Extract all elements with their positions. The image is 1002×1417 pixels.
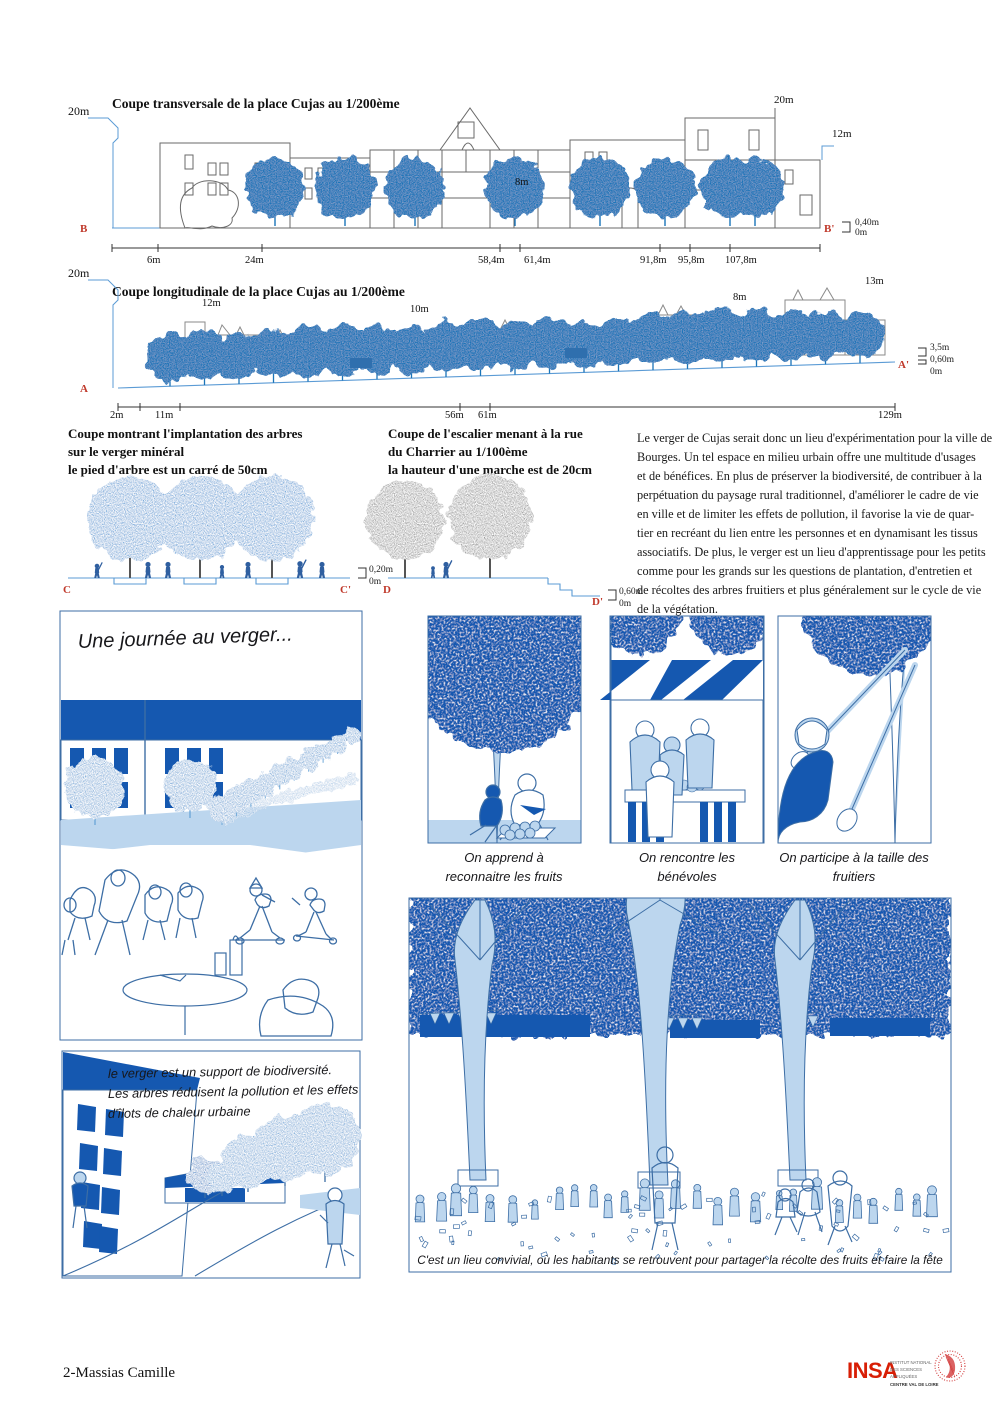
svg-text:Coupe de l'escalier menant à l: Coupe de l'escalier menant à la rue [388,426,583,441]
svg-text:On participe à la taille des: On participe à la taille des [779,850,929,865]
svg-text:C'est un lieu convivial, où le: C'est un lieu convivial, où les habitant… [417,1253,943,1267]
svg-text:du Charrier au 1/100ème: du Charrier au 1/100ème [388,444,528,459]
svg-text:0m: 0m [369,577,382,587]
svg-text:sur le verger minéral: sur le verger minéral [68,444,185,459]
svg-text:Coupe montrant l'implantation: Coupe montrant l'implantation des arbres [68,426,303,441]
svg-text:A: A [80,383,88,395]
svg-text:11m: 11m [155,410,173,421]
svg-text:On rencontre les: On rencontre les [639,850,736,865]
svg-text:0,20m: 0,20m [369,565,394,575]
svg-text:3,5m: 3,5m [930,343,950,353]
svg-text:APPLIQUÉES: APPLIQUÉES [890,1374,917,1379]
svg-text:12m: 12m [832,128,852,140]
svg-text:10m: 10m [410,304,429,315]
svg-text:2-Massias Camille: 2-Massias Camille [63,1365,175,1381]
svg-text:12m: 12m [202,298,221,309]
svg-text:en ville et de limiter les eff: en ville et de limiter les effets de pol… [637,507,974,521]
svg-text:6m: 6m [147,255,160,266]
svg-text:107,8m: 107,8m [725,255,757,266]
svg-text:61m: 61m [478,410,497,421]
svg-text:58,4m: 58,4m [478,255,505,266]
svg-text:perpétuation du paysage rural: perpétuation du paysage rural traditionn… [637,488,979,502]
svg-text:0m: 0m [855,228,868,238]
svg-text:reconnaitre les fruits: reconnaitre les fruits [445,869,563,884]
svg-text:129m: 129m [878,410,902,421]
svg-text:0,60m: 0,60m [930,355,955,365]
svg-text:A': A' [898,359,909,371]
svg-text:2m: 2m [110,410,123,421]
svg-text:8m: 8m [515,177,528,188]
svg-text:20m: 20m [68,266,90,280]
svg-text:20m: 20m [68,104,90,118]
svg-text:B: B [80,223,88,235]
svg-text:le pied d'arbre est un carré d: le pied d'arbre est un carré de 50cm [68,462,268,477]
svg-text:91,8m: 91,8m [640,255,667,266]
svg-text:comme pour les grands sur les: comme pour les grands sur les questions … [637,564,973,578]
svg-text:Le verger de Cujas serait donc: Le verger de Cujas serait donc un lieu d… [637,431,993,445]
svg-text:de la végétation.: de la végétation. [637,602,718,616]
svg-text:B': B' [824,223,834,235]
svg-text:DES SCIENCES: DES SCIENCES [890,1367,922,1372]
svg-text:0,40m: 0,40m [855,218,880,228]
svg-text:61,4m: 61,4m [524,255,551,266]
svg-text:associatifs. De plus, le verge: associatifs. De plus, le verger est un l… [637,545,986,559]
svg-text:56m: 56m [445,410,464,421]
svg-text:13m: 13m [865,276,884,287]
svg-text:C': C' [340,584,351,596]
svg-text:C: C [63,584,71,596]
svg-text:95,8m: 95,8m [678,255,705,266]
svg-text:de récoltes des arbres fruitie: de récoltes des arbres fruitiers et plus… [637,583,982,597]
svg-text:24m: 24m [245,255,264,266]
svg-text:Coupe longitudinale de la plac: Coupe longitudinale de la place Cujas au… [112,284,405,299]
svg-text:8m: 8m [733,292,746,303]
svg-text:d'îlots de chaleur urbaine: d'îlots de chaleur urbaine [108,1104,251,1121]
svg-text:D': D' [592,596,603,608]
svg-text:fruitiers: fruitiers [833,869,876,884]
svg-text:On apprend à: On apprend à [464,850,544,865]
svg-text:20m: 20m [774,94,794,106]
svg-text:0m: 0m [930,367,943,377]
svg-text:INSTITUT NATIONAL: INSTITUT NATIONAL [890,1360,932,1365]
svg-text:tier en recréant du lien entre: tier en recréant du lien entre les perso… [637,526,978,540]
svg-text:la hauteur d'une marche est de: la hauteur d'une marche est de 20cm [388,462,592,477]
svg-text:0m: 0m [619,599,632,609]
svg-text:et de bénéfices. En plus de pr: et de bénéfices. En plus de préserver la… [637,469,982,483]
svg-text:Coupe transversale de la place: Coupe transversale de la place Cujas au … [112,96,400,111]
svg-text:Bourges. Un tel espace en mili: Bourges. Un tel espace en milieu urbain … [637,450,976,464]
svg-text:bénévoles: bénévoles [657,869,717,884]
svg-text:CENTRE VAL DE LOIRE: CENTRE VAL DE LOIRE [890,1382,939,1387]
svg-text:D: D [383,584,391,596]
